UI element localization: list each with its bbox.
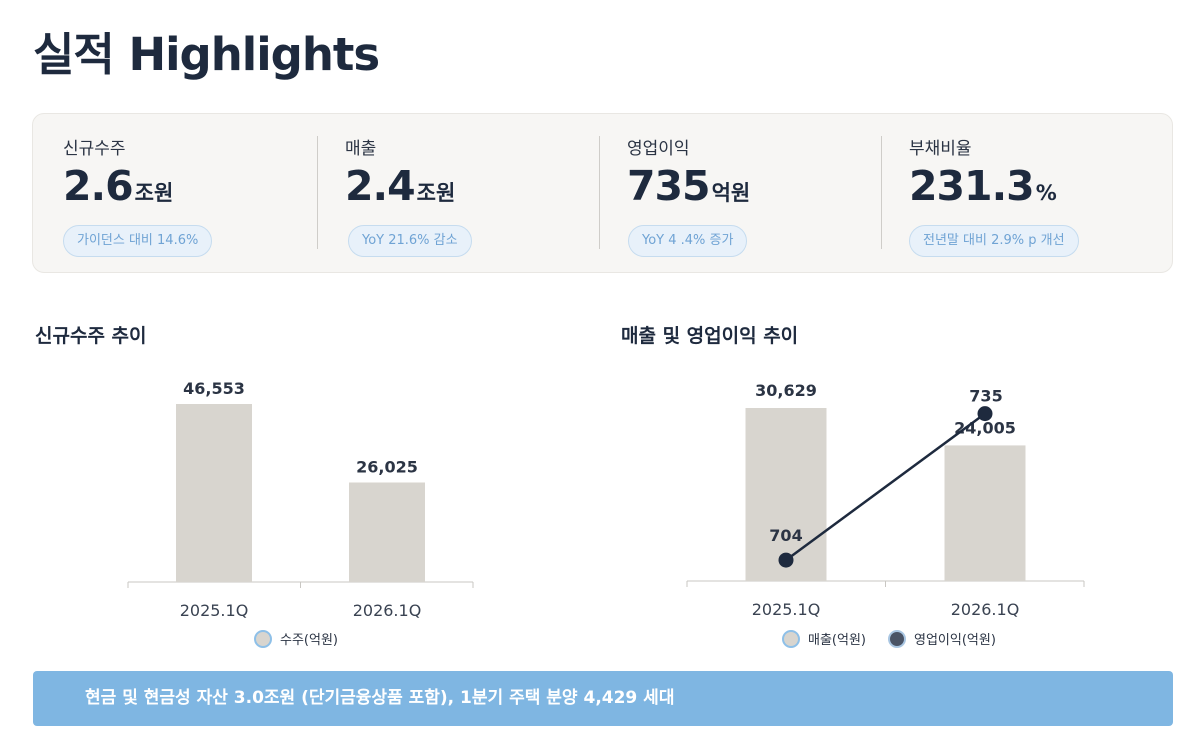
data-label-operating-profit: 704 — [769, 526, 802, 545]
kpi-value-number: 2.6 — [63, 162, 134, 210]
legend-swatch — [782, 629, 800, 648]
legend-swatch — [254, 629, 272, 648]
kpi-label: 신규수주 — [63, 139, 126, 159]
kpi-divider — [881, 136, 882, 249]
point-operating-profit-2025.1Q — [778, 552, 794, 568]
kpi-value-unit: 억원 — [711, 181, 751, 205]
legend-label: 수주(억원) — [280, 633, 338, 648]
x-tick-label: 2025.1Q — [752, 600, 821, 619]
legend-item: 매출(억원) — [782, 629, 866, 648]
bar-orders-2026.1Q — [349, 482, 425, 582]
kpi-value-unit: 조원 — [416, 181, 456, 205]
page-title: 실적 Highlights — [33, 28, 380, 81]
bar-revenue-2026.1Q — [944, 445, 1026, 581]
legend-revenue-profit: 매출(억원) 영업이익(억원) — [782, 629, 996, 648]
kpi-value-unit: % — [1035, 181, 1057, 205]
kpi-label: 영업이익 — [627, 139, 690, 159]
x-tick-label: 2025.1Q — [180, 601, 249, 620]
kpi-divider — [317, 136, 318, 249]
kpi-badge: YoY 21.6% 감소 — [348, 225, 472, 257]
kpi-badge: 가이던스 대비 14.6% — [63, 225, 213, 257]
kpi-panel: 신규수주 2.6조원 가이던스 대비 14.6% 매출 2.4조원 YoY 21… — [32, 113, 1173, 273]
legend-label: 매출(억원) — [808, 633, 866, 648]
kpi-badge: YoY 4 .4% 증가 — [628, 225, 748, 257]
kpi-badge: 전년말 대비 2.9% p 개선 — [909, 225, 1079, 257]
point-operating-profit-2026.1Q — [977, 406, 993, 422]
legend-swatch — [887, 629, 906, 648]
kpi-value-unit: 조원 — [134, 181, 174, 205]
kpi-value: 735억원 — [627, 162, 750, 210]
chart-title-new-orders: 신규수주 추이 — [35, 325, 147, 347]
legend-label: 영업이익(억원) — [913, 633, 996, 648]
kpi-value-number: 735 — [627, 162, 711, 210]
legend-item: 수주(억원) — [254, 629, 338, 648]
kpi-value: 231.3% — [909, 162, 1057, 210]
kpi-value: 2.6조원 — [63, 162, 173, 210]
chart-title-revenue-profit: 매출 및 영업이익 추이 — [621, 325, 799, 347]
kpi-value-number: 2.4 — [345, 162, 416, 210]
legend-new-orders: 수주(억원) — [254, 629, 338, 648]
bar-orders-2025.1Q — [176, 404, 252, 582]
kpi-label: 부채비율 — [909, 139, 972, 159]
data-label-orders: 26,025 — [356, 457, 418, 476]
line-operating-profit — [785, 412, 986, 562]
kpi-value: 2.4조원 — [345, 162, 455, 210]
kpi-divider — [599, 136, 600, 249]
legend-item: 영업이익(억원) — [887, 629, 996, 648]
data-label-orders: 46,553 — [183, 379, 245, 398]
data-label-revenue: 30,629 — [755, 381, 817, 400]
kpi-value-number: 231.3 — [909, 162, 1035, 210]
x-tick-label: 2026.1Q — [951, 600, 1020, 619]
data-label-revenue: 24,005 — [954, 418, 1016, 437]
x-tick-label: 2026.1Q — [353, 601, 422, 620]
data-label-operating-profit: 735 — [969, 387, 1002, 406]
kpi-label: 매출 — [345, 139, 377, 159]
bar-revenue-2025.1Q — [745, 408, 827, 581]
summary-banner: 현금 및 현금성 자산 3.0조원 (단기금융상품 포함), 1분기 주택 분양… — [33, 671, 1173, 726]
